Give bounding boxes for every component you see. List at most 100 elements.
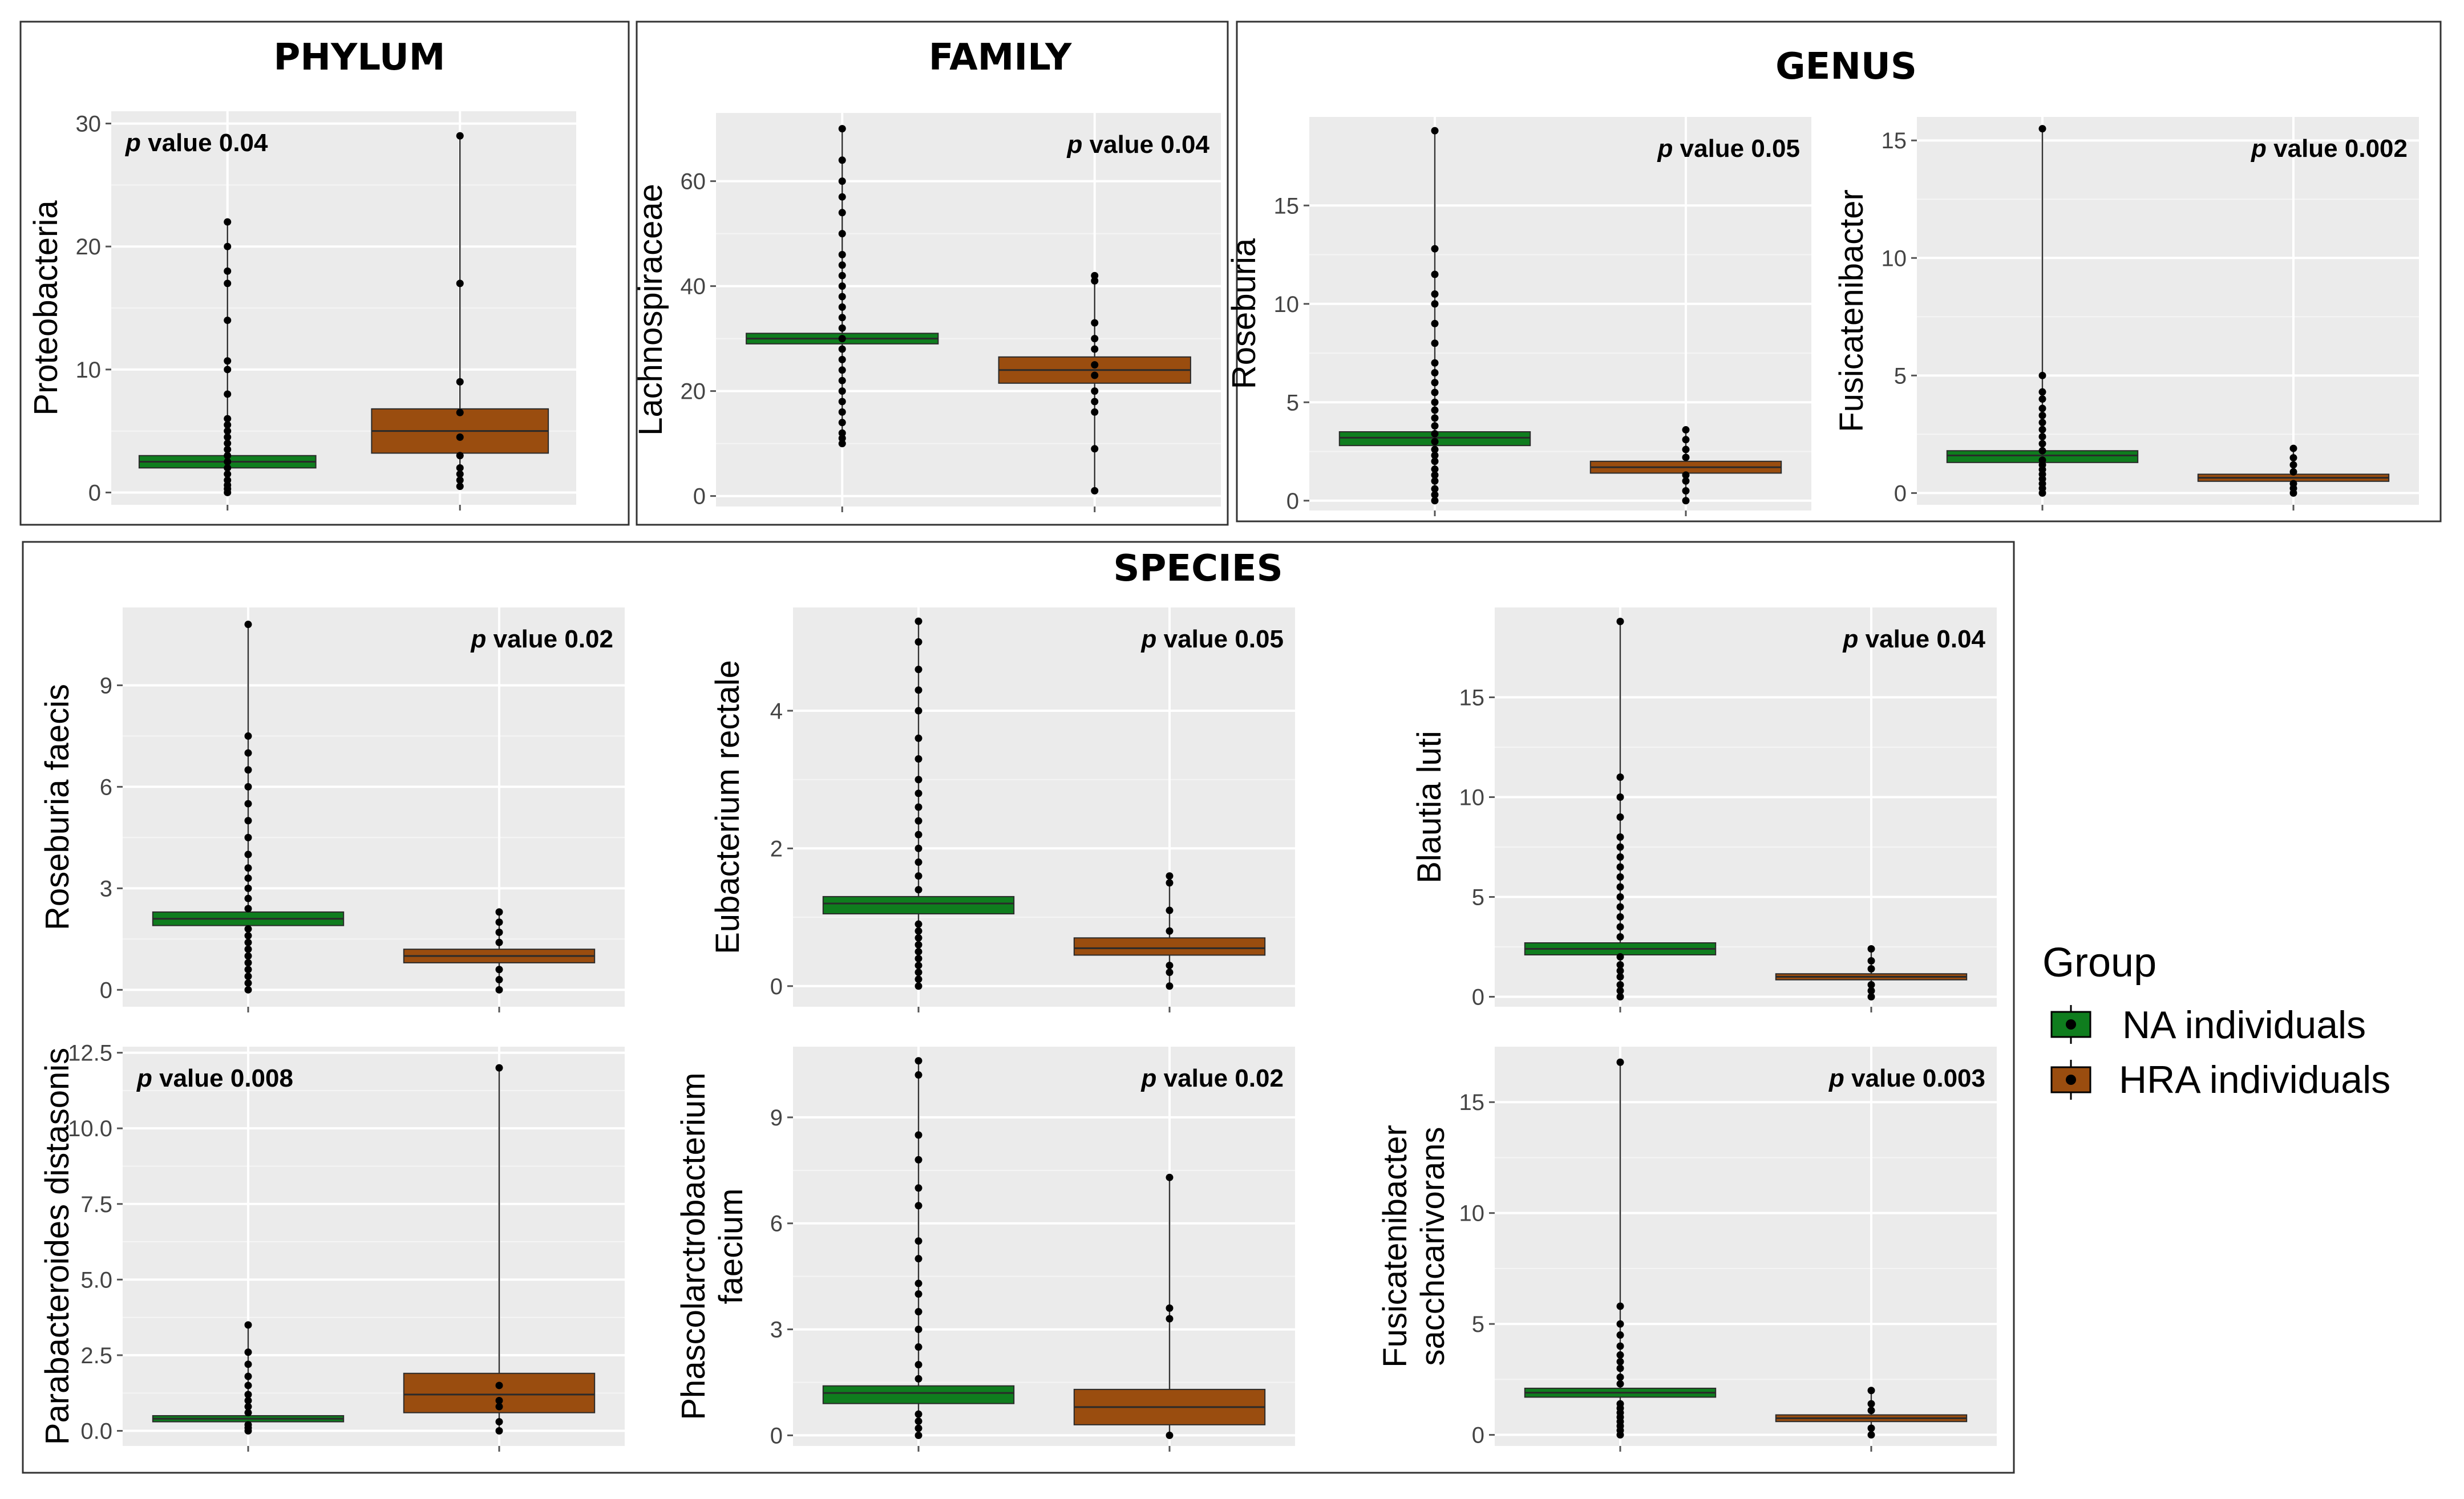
data-point-na [915, 1361, 923, 1369]
data-point-na [915, 872, 923, 880]
data-point-hra [495, 918, 503, 926]
data-point-na [224, 433, 232, 441]
data-point-na [244, 817, 252, 825]
data-point-na [1616, 981, 1624, 988]
data-point-na [1431, 497, 1439, 505]
data-point-na [915, 1326, 923, 1334]
data-point-na [838, 261, 846, 269]
box-hra [1073, 937, 1266, 956]
panel-fusicatenibacter-sacchcarivorans: 0 5 10 15 Fusicatenibactersacchcarivorans p v… [1377, 1047, 1997, 1452]
y-axis-label: Phascolarctrobacteriumfaecium [675, 1072, 750, 1420]
data-point-na [1616, 961, 1624, 969]
y-axis-label: Proteobacteria [27, 200, 64, 416]
data-point-hra [1091, 319, 1099, 327]
data-point-hra [1682, 445, 1690, 453]
data-point-na [915, 1410, 923, 1418]
y-tick-label: 0 [1286, 489, 1299, 514]
data-point-na [1616, 833, 1624, 841]
data-point-na [915, 1156, 923, 1164]
data-point-na [1616, 967, 1624, 975]
data-point-na [915, 1375, 923, 1383]
data-point-na [915, 947, 923, 955]
data-point-hra [456, 470, 464, 478]
data-point-na [2038, 411, 2046, 419]
data-point-na [244, 884, 252, 892]
data-point-na [244, 800, 252, 808]
data-point-na [244, 938, 252, 946]
data-point-na [244, 1348, 252, 1356]
y-tick-label: 30 [76, 112, 102, 137]
data-point-na [915, 776, 923, 784]
data-point-na [838, 293, 846, 301]
data-point-na [224, 464, 232, 472]
data-point-na [244, 973, 252, 981]
data-point-hra [1867, 1431, 1875, 1439]
data-point-na [224, 421, 232, 429]
data-point-na [838, 376, 846, 384]
data-point-na [244, 833, 252, 841]
data-point-na [915, 755, 923, 763]
y-tick-label: 0 [1472, 985, 1484, 1010]
data-point-hra [495, 976, 503, 984]
data-point-na [915, 686, 923, 694]
data-point-hra [495, 1396, 503, 1404]
y-tick-label: 0.0 [80, 1419, 112, 1444]
data-point-na [224, 317, 232, 325]
data-point-na [1431, 491, 1439, 499]
y-tick-label: 9 [770, 1105, 783, 1131]
y-tick-label: 10 [1459, 1201, 1485, 1226]
data-point-na [838, 387, 846, 395]
data-point-na [244, 783, 252, 791]
y-tick-label: 12.5 [68, 1041, 112, 1066]
y-tick-label: 7.5 [80, 1192, 112, 1217]
data-point-na [244, 986, 252, 994]
plot-background [793, 1047, 1295, 1446]
data-point-na [838, 345, 846, 353]
data-point-na [224, 470, 232, 478]
data-point-na [1431, 422, 1439, 430]
data-point-na [1431, 451, 1439, 459]
data-point-hra [1166, 1431, 1174, 1439]
data-point-na [2038, 404, 2046, 412]
data-point-na [244, 1321, 252, 1329]
y-axis-label: Lachnospiraceae [632, 184, 669, 436]
data-point-hra [2289, 444, 2297, 452]
data-point-hra [1682, 426, 1690, 434]
data-point-na [1431, 369, 1439, 376]
data-point-na [1431, 290, 1439, 298]
data-point-na [1431, 437, 1439, 445]
data-point-na [915, 927, 923, 935]
p-value-label: p value 0.04 [1067, 131, 1210, 159]
y-tick-label: 6 [100, 775, 112, 800]
data-point-na [2038, 440, 2046, 448]
data-point-na [1616, 873, 1624, 881]
data-point-hra [1867, 965, 1875, 973]
data-point-na [838, 125, 846, 133]
data-point-hra [456, 408, 464, 416]
data-point-hra [1166, 962, 1174, 970]
data-point-na [2038, 125, 2046, 133]
data-point-hra [495, 1427, 503, 1435]
data-point-hra [1091, 487, 1099, 495]
data-point-na [1616, 1302, 1624, 1310]
data-point-na [915, 934, 923, 942]
y-tick-label: 15 [1274, 193, 1300, 218]
data-point-na [1431, 485, 1439, 493]
data-point-na [915, 1290, 923, 1298]
data-point-hra [1867, 1387, 1875, 1395]
y-tick-label: 5 [1472, 885, 1484, 910]
data-point-na [1616, 1380, 1624, 1388]
data-point-na [1431, 388, 1439, 396]
data-point-na [244, 966, 252, 974]
family-frame [636, 21, 1229, 526]
data-point-hra [1166, 982, 1174, 990]
data-point-hra [2289, 468, 2297, 476]
data-point-na [244, 766, 252, 774]
plot-background [1917, 117, 2419, 505]
data-point-hra [1682, 497, 1690, 505]
data-point-na [1616, 993, 1624, 1000]
data-point-na [2038, 395, 2046, 403]
data-point-na [244, 732, 252, 740]
p-value-label: p value 0.003 [1828, 1064, 1985, 1092]
